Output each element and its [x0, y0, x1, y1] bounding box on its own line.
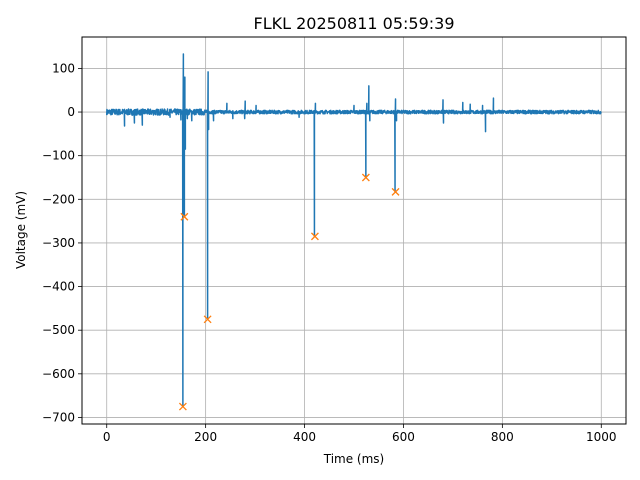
y-tick-label: −300 [42, 236, 75, 250]
peak-marker [391, 187, 400, 196]
y-axis-label: Voltage (mV) [14, 191, 28, 269]
peak-marker [361, 173, 370, 182]
plot-frame [81, 36, 627, 425]
peak-marker [180, 212, 189, 221]
peak-markers [178, 173, 400, 411]
y-axis-ticks: −700 −600 −500 −400 −300 −200 −100 0 100 [42, 61, 82, 424]
peak-marker [203, 315, 212, 324]
y-tick-label: −700 [42, 410, 75, 424]
x-tick-label: 800 [491, 430, 514, 444]
y-tick-label: 100 [52, 61, 75, 75]
chart-title: FLKL 20250811 05:59:39 [254, 14, 455, 33]
peak-marker [178, 402, 187, 411]
x-axis-label: Time (ms) [323, 452, 385, 466]
voltage-trace [105, 53, 602, 408]
signal-layer [105, 53, 602, 408]
y-tick-label: 0 [67, 105, 75, 119]
x-tick-label: 200 [194, 430, 217, 444]
x-tick-label: 600 [392, 430, 415, 444]
x-tick-label: 0 [103, 430, 111, 444]
y-tick-label: −200 [42, 192, 75, 206]
y-tick-label: −500 [42, 323, 75, 337]
x-tick-label: 400 [293, 430, 316, 444]
x-axis-ticks: 0 200 400 600 800 1000 [103, 424, 617, 444]
y-tick-label: −600 [42, 367, 75, 381]
x-tick-label: 1000 [586, 430, 617, 444]
peak-marker [310, 232, 319, 241]
y-tick-label: −400 [42, 280, 75, 294]
y-tick-label: −100 [42, 149, 75, 163]
